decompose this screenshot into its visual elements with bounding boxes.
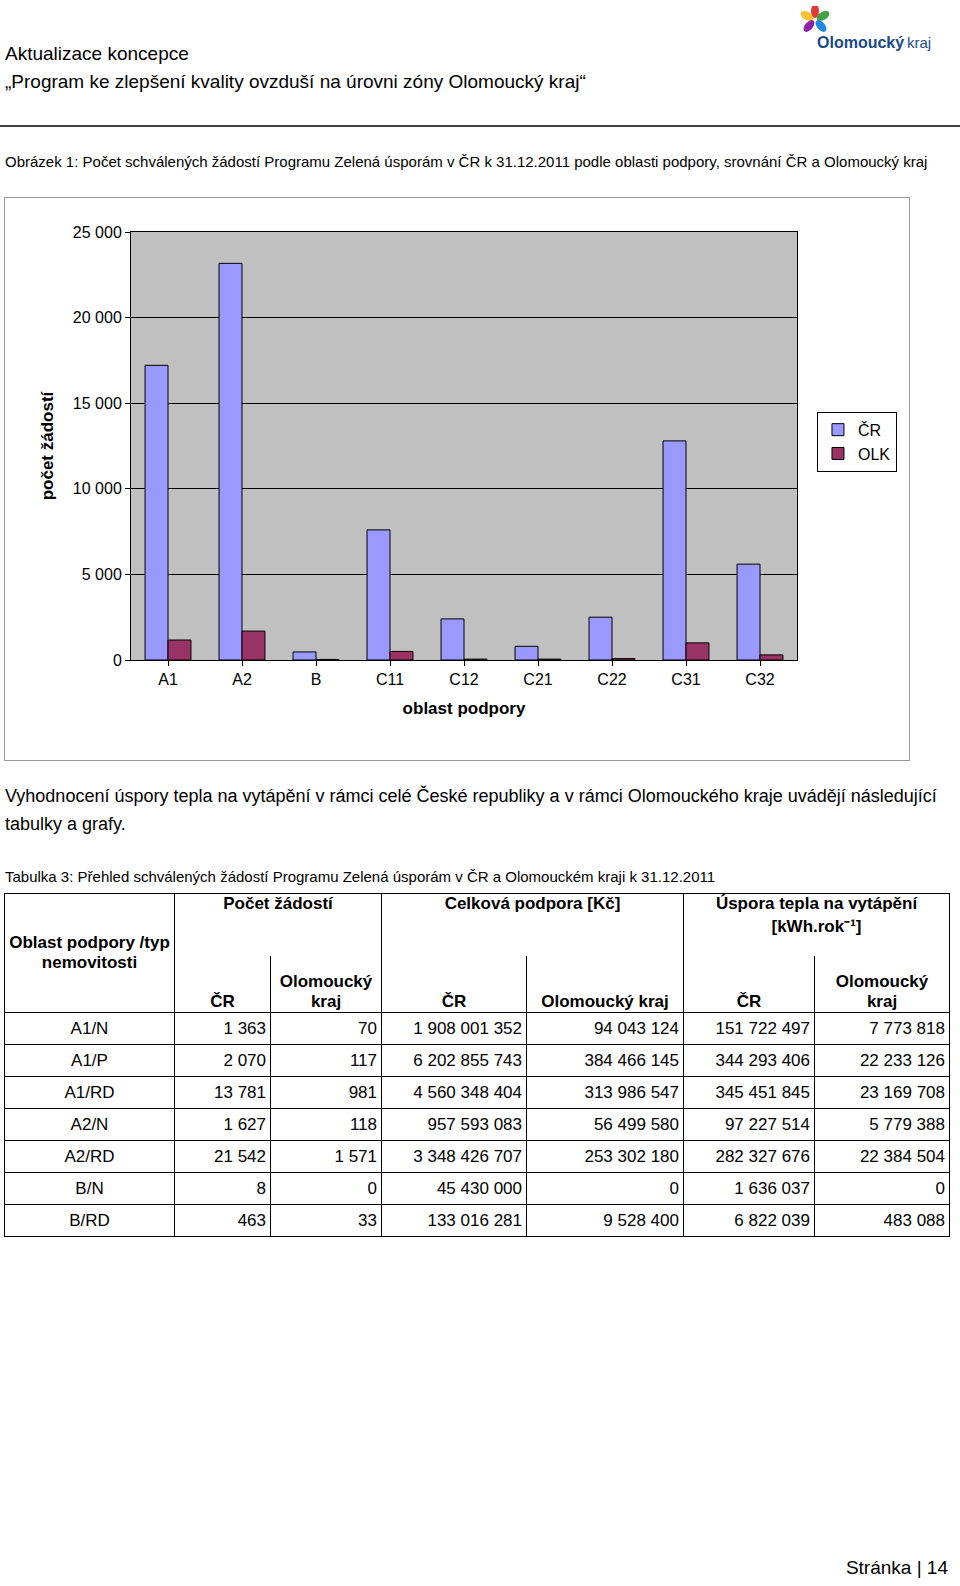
svg-text:oblast podpory: oblast podpory [403, 699, 526, 718]
html-text:22 233 126: 22 233 126 [859, 1050, 945, 1070]
svg-text:B: B [311, 671, 322, 688]
svg-text:C21: C21 [523, 671, 552, 688]
html-text:21 542: 21 542 [214, 1146, 266, 1166]
svg-text:Olomoucký: Olomoucký [817, 34, 904, 51]
html-text:ČR: ČR [441, 992, 467, 1011]
html-text:Obrázek 1: Počet schválených ž: Obrázek 1: Počet schválených žádostí Pro… [5, 153, 928, 170]
html-text:4 560 348 404: 4 560 348 404 [413, 1082, 522, 1102]
html-text:94 043 124: 94 043 124 [593, 1018, 679, 1038]
html-text:1 363: 1 363 [223, 1018, 266, 1038]
svg-text:25 000: 25 000 [73, 224, 122, 241]
html-text:Olomoucký kraj: Olomoucký kraj [835, 972, 929, 1011]
html-text:Olomoucký kraj: Olomoucký kraj [541, 992, 669, 1011]
html-text:151 722 497: 151 722 497 [715, 1018, 810, 1038]
html-text:22 384 504: 22 384 504 [859, 1146, 945, 1166]
html-text:Oblast podpory /typ nemovitost: Oblast podpory /typ nemovitosti [9, 933, 170, 972]
html-text:957 593 083: 957 593 083 [427, 1114, 522, 1134]
html-text:„Program ke zlepšení kvality o: „Program ke zlepšení kvality ovzduší na … [5, 71, 586, 92]
svg-text:15 000: 15 000 [73, 395, 122, 412]
svg-text:kraj: kraj [907, 34, 931, 51]
html-text:56 499 580: 56 499 580 [593, 1114, 679, 1134]
html-text:A2/N: A2/N [70, 1114, 109, 1134]
html-text:97 227 514: 97 227 514 [724, 1114, 810, 1134]
html-text:8: 8 [256, 1178, 266, 1198]
html-text:0: 0 [367, 1178, 377, 1198]
html-text:0: 0 [669, 1178, 679, 1198]
html-text:133 016 281: 133 016 281 [427, 1210, 522, 1230]
html-text:9 528 400: 9 528 400 [603, 1210, 679, 1230]
html-text:344 293 406: 344 293 406 [715, 1050, 810, 1070]
html-text:A1/N: A1/N [70, 1018, 109, 1038]
html-text:6 202 855 743: 6 202 855 743 [413, 1050, 522, 1070]
html-text:45 430 000: 45 430 000 [436, 1178, 522, 1198]
html-text:282 327 676: 282 327 676 [715, 1146, 810, 1166]
svg-text:C32: C32 [745, 671, 774, 688]
html-text:Úspora tepla na vytápění [kWh.: Úspora tepla na vytápění [kWh.rok⁻¹] [715, 894, 918, 936]
html-text:Olomoucký kraj: Olomoucký kraj [279, 972, 373, 1011]
html-text:118: 118 [349, 1114, 377, 1134]
html-text:6 822 039: 6 822 039 [734, 1210, 810, 1230]
svg-text:0: 0 [113, 652, 122, 669]
html-text:A1/RD: A1/RD [64, 1082, 115, 1102]
html-text:981: 981 [348, 1082, 377, 1102]
html-text:B/RD: B/RD [69, 1210, 110, 1230]
html-text:70: 70 [358, 1018, 377, 1038]
html-text:Aktualizace koncepce: Aktualizace koncepce [5, 43, 189, 64]
svg-text:20 000: 20 000 [73, 309, 122, 326]
html-text:Tabulka 3: Přehled schválených: Tabulka 3: Přehled schválených žádostí P… [5, 868, 716, 885]
html-text:2 070: 2 070 [223, 1050, 266, 1070]
svg-text:C11: C11 [376, 671, 404, 688]
html-text:463: 463 [237, 1210, 266, 1230]
svg-text:C22: C22 [597, 671, 626, 688]
html-text:A2/RD: A2/RD [64, 1146, 115, 1166]
svg-text:C31: C31 [671, 671, 700, 688]
html-text:384 466 145: 384 466 145 [584, 1050, 679, 1070]
html-text:Počet žádostí: Počet žádostí [223, 894, 333, 913]
html-text:1 627: 1 627 [223, 1114, 266, 1134]
html-text:345 451 845: 345 451 845 [715, 1082, 810, 1102]
svg-text:A1: A1 [158, 671, 178, 688]
svg-text:C12: C12 [449, 671, 478, 688]
svg-text:OLK: OLK [858, 446, 890, 463]
svg-text:počet žádostí: počet žádostí [38, 390, 57, 500]
html-text:117: 117 [349, 1050, 377, 1070]
html-text:ČR: ČR [736, 992, 762, 1011]
html-text:Celková podpora [Kč]: Celková podpora [Kč] [444, 894, 621, 913]
html-text:7 773 818: 7 773 818 [869, 1018, 945, 1038]
html-text:483 088: 483 088 [883, 1210, 945, 1230]
html-text:1 636 037: 1 636 037 [734, 1178, 810, 1198]
html-text:1 571: 1 571 [334, 1146, 377, 1166]
html-text:0: 0 [935, 1178, 945, 1198]
html-text:13 781: 13 781 [214, 1082, 266, 1102]
html-text:B/N: B/N [75, 1178, 104, 1198]
svg-text:10 000: 10 000 [73, 480, 122, 497]
html-text:Stránka | 14: Stránka | 14 [845, 1557, 948, 1578]
html-text:Vyhodnocení úspory tepla na vy: Vyhodnocení úspory tepla na vytápění v r… [5, 786, 937, 834]
html-text:23 169 708: 23 169 708 [859, 1082, 945, 1102]
html-text:313 986 547: 313 986 547 [584, 1082, 679, 1102]
html-text:ČR: ČR [210, 992, 235, 1011]
html-text:1 908 001 352: 1 908 001 352 [413, 1018, 522, 1038]
html-text:253 302 180: 253 302 180 [584, 1146, 679, 1166]
html-text:A1/P: A1/P [71, 1050, 108, 1070]
html-text:3 348 426 707: 3 348 426 707 [413, 1146, 522, 1166]
html-text:5 779 388: 5 779 388 [869, 1114, 945, 1134]
svg-text:5 000: 5 000 [82, 566, 122, 583]
svg-text:A2: A2 [232, 671, 252, 688]
html-text:33: 33 [358, 1210, 377, 1230]
svg-text:ČR: ČR [858, 421, 881, 439]
